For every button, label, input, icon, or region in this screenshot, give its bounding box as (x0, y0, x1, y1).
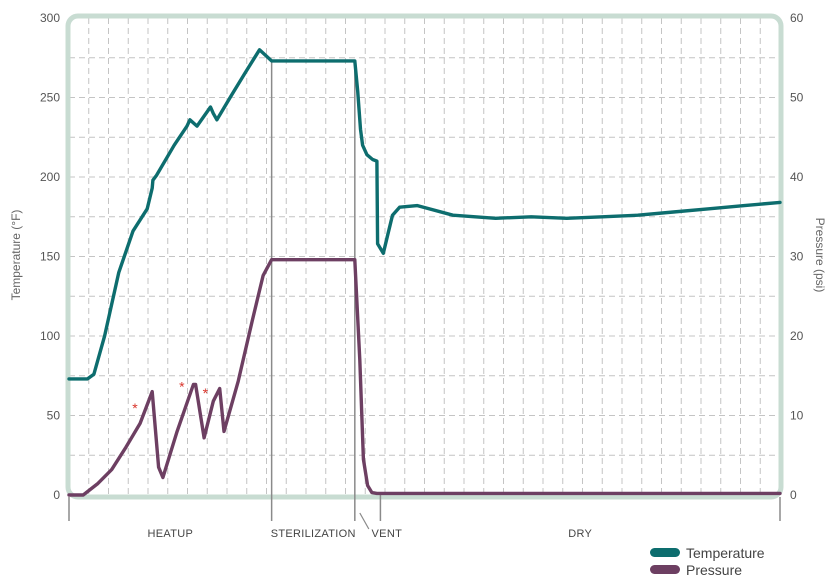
series-line-pressure (67, 258, 782, 497)
legend-label-pressure: Pressure (686, 561, 743, 578)
y2-tick-label: 50 (790, 91, 804, 105)
vent-slash (359, 512, 370, 530)
y2-axis-label: Pressure (psi) (813, 218, 827, 293)
y-tick-label: 300 (40, 11, 60, 25)
y-tick-label: 150 (40, 250, 60, 264)
plot-frame (65, 13, 784, 500)
legend-swatch-pressure (650, 565, 680, 574)
y2-tick-label: 20 (790, 329, 804, 343)
phase-label-dry: DRY (568, 528, 592, 540)
y2-tick-label: 40 (790, 170, 804, 184)
phase-label-vent: VENT (372, 528, 403, 540)
phase-labels: HEATUP STERILIZATION VENT DRY (148, 528, 593, 540)
left-axis-ticks: 0 50 100 150 200 250 300 (40, 11, 60, 502)
horizontal-grid (69, 57, 780, 456)
peak-marker: * (132, 400, 138, 416)
y-tick-label: 0 (53, 488, 60, 502)
y-tick-label: 200 (40, 170, 60, 184)
y-axis-label: Temperature (°F) (9, 210, 23, 301)
phase-label-heatup: HEATUP (148, 528, 194, 540)
right-axis-ticks: 0 10 20 30 40 50 60 (790, 11, 804, 502)
y-tick-label: 50 (47, 409, 61, 423)
legend-item-temperature: Temperature (650, 544, 830, 561)
legend: Temperature Pressure (650, 544, 830, 578)
legend-item-pressure: Pressure (650, 561, 830, 578)
y2-tick-label: 10 (790, 409, 804, 423)
series-line-temperature (67, 48, 782, 381)
peak-marker: * (203, 385, 209, 401)
y2-tick-label: 0 (790, 488, 797, 502)
y2-tick-label: 60 (790, 11, 804, 25)
y2-tick-label: 30 (790, 250, 804, 264)
y-tick-label: 250 (40, 91, 60, 105)
phase-label-sterilization: STERILIZATION (271, 528, 356, 540)
legend-swatch-temperature (650, 548, 680, 557)
y-tick-label: 100 (40, 329, 60, 343)
peak-marker: * (179, 379, 185, 395)
pressure-peak-markers: * * * (132, 379, 208, 416)
series-group (67, 48, 782, 497)
legend-label-temperature: Temperature (686, 544, 765, 561)
